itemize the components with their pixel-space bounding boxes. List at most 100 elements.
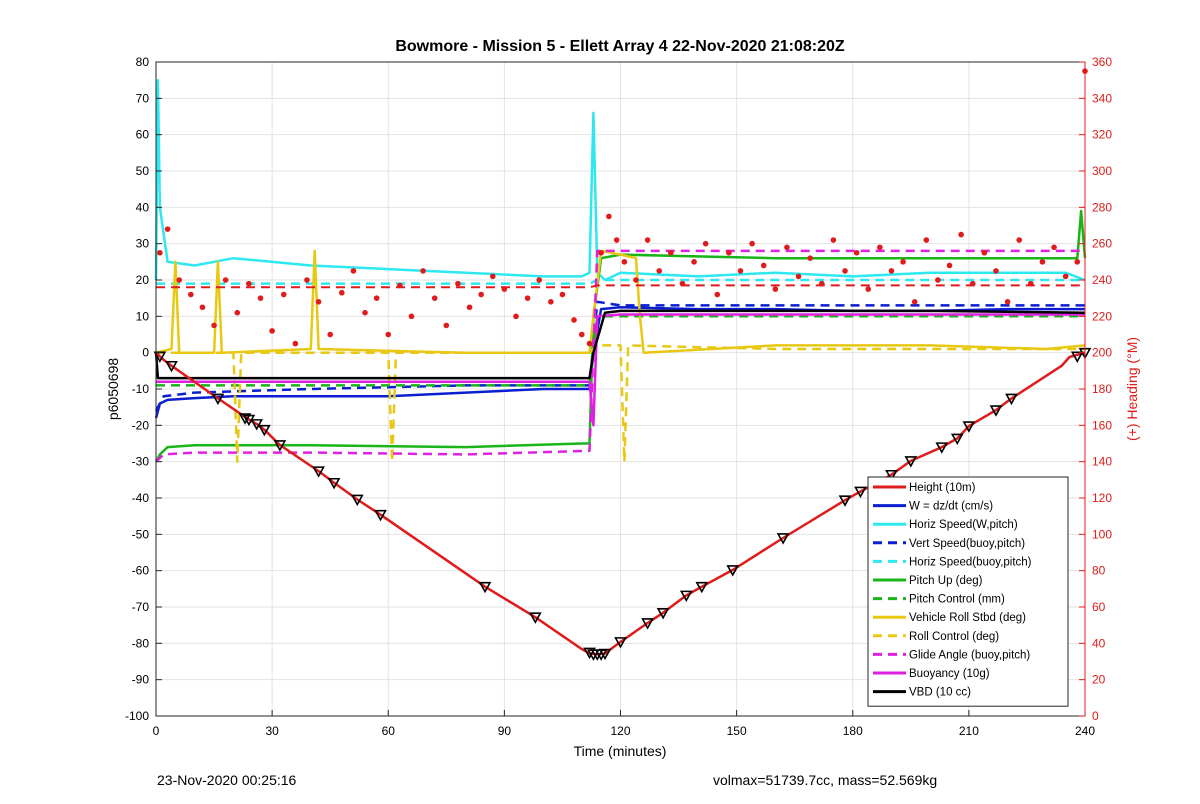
y2-tick-label: 340 — [1092, 91, 1112, 105]
dive-marker — [327, 477, 341, 490]
y2-tick-label: 0 — [1092, 709, 1099, 723]
dive-marker — [935, 442, 949, 454]
y2-tick-label: 20 — [1092, 673, 1106, 687]
heading-point — [559, 291, 566, 298]
heading-point — [513, 313, 519, 320]
y-tick-label: 20 — [136, 273, 150, 287]
chart-svg: 0 30 60 90 120 150 180 210 240 -100-90-80-70-60-… — [105, 38, 1140, 759]
heading-dashed-line — [156, 284, 1085, 289]
x-tick-label: 90 — [498, 724, 512, 738]
x-tick-label: 60 — [382, 724, 396, 738]
dive-marker — [238, 413, 252, 425]
heading-point — [246, 280, 252, 287]
legend-label: Vert Speed(buoy,pitch) — [909, 538, 1025, 550]
heading-point — [923, 237, 930, 243]
chart-title: Bowmore - Mission 5 - Ellett Array 4 22-… — [395, 38, 845, 55]
heading-point — [524, 295, 531, 301]
y-tick-label: 40 — [136, 200, 150, 214]
heading-point — [679, 280, 686, 287]
heading-point — [1051, 244, 1057, 251]
y-tick-label: 70 — [136, 91, 150, 105]
heading-point — [969, 280, 976, 287]
dive-marker — [854, 486, 867, 499]
y-tick-label: -90 — [132, 673, 150, 687]
heading-point — [234, 309, 241, 316]
heading-point — [315, 299, 322, 305]
legend-label: Pitch Control (mm) — [909, 594, 1005, 606]
heading-point — [339, 289, 345, 296]
y2-axis-ticks: 0 20 40 60 80 100 120 140 160 180 200 220 240 260 280 3… — [1079, 55, 1112, 723]
legend-label: Horiz Speed(buoy,pitch) — [909, 556, 1032, 568]
y2-tick-label: 160 — [1092, 418, 1112, 432]
dive-marker — [211, 393, 225, 406]
heading-point — [478, 291, 484, 298]
heading-point — [443, 322, 450, 329]
x-axis-label: Time (minutes) — [574, 743, 667, 759]
y2-tick-label: 120 — [1092, 491, 1112, 505]
y-tick-label: 80 — [136, 55, 150, 69]
y2-tick-label: 240 — [1092, 273, 1112, 287]
heading-point — [373, 295, 380, 301]
heading-point — [900, 259, 906, 265]
heading-point — [702, 240, 709, 247]
heading-point — [853, 249, 860, 256]
legend-label: VBD (10 cc) — [909, 687, 971, 699]
legend: Height (10m) W = dz/dt (cm/s) Horiz Speed(… — [867, 476, 1069, 707]
heading-point — [613, 237, 620, 243]
series-line-9 — [155, 249, 1085, 463]
y2-tick-label: 360 — [1092, 55, 1112, 69]
footer-timestamp: 23-Nov-2020 00:25:16 — [157, 772, 297, 788]
heading-point — [795, 273, 802, 280]
legend-box — [867, 476, 1069, 707]
series-line-4 — [156, 278, 1085, 285]
dive-marker — [598, 648, 612, 661]
heading-point — [633, 277, 639, 283]
legend-label: Height (10m) — [909, 482, 976, 494]
series-line-10 — [156, 313, 1085, 427]
dive-marker — [776, 533, 790, 545]
heading-point — [489, 273, 496, 280]
heading-point — [304, 277, 310, 283]
heading-point — [691, 259, 697, 265]
heading-point — [911, 299, 918, 305]
heading-point — [199, 304, 206, 311]
y2-axis-label: (+) Heading (°M) — [1124, 337, 1140, 441]
series-line-0 — [155, 351, 1086, 656]
y2-tick-label: 60 — [1092, 600, 1106, 614]
legend-label: W = dz/dt (cm/s) — [909, 501, 993, 513]
y2-tick-label: 300 — [1092, 164, 1112, 178]
heading-point — [1039, 259, 1046, 265]
dive-marker — [656, 608, 670, 620]
y2-tick-label: 220 — [1092, 309, 1112, 323]
heading-point — [431, 295, 438, 301]
y-tick-label: 30 — [136, 237, 150, 251]
y-tick-label: -70 — [132, 600, 150, 614]
dive-marker — [374, 509, 387, 522]
legend-label: Roll Control (deg) — [909, 631, 999, 643]
dive-marker — [583, 647, 596, 660]
heading-point — [958, 231, 964, 238]
heading-point — [586, 340, 593, 347]
heading-point — [598, 249, 604, 256]
dive-marker — [950, 433, 964, 446]
series-lines — [154, 78, 1087, 656]
y2-tick-label: 140 — [1092, 455, 1112, 469]
heading-point — [865, 286, 872, 292]
y-axis-label: p6050698 — [105, 358, 121, 421]
heading-point — [280, 291, 287, 298]
heading-point — [1062, 273, 1069, 280]
heading-point — [749, 240, 755, 247]
heading-point — [257, 295, 264, 301]
heading-point — [1004, 299, 1011, 305]
heading-point — [466, 304, 473, 311]
y-axis-ticks: -100-90-80-70-60-50-40-30-20-10010203040… — [125, 55, 162, 723]
heading-point — [842, 268, 848, 274]
dive-marker — [989, 405, 1003, 417]
y-tick-label: -100 — [125, 709, 149, 723]
heading-point — [830, 237, 837, 243]
y-tick-label: -20 — [132, 418, 150, 432]
dive-marker — [641, 618, 654, 630]
dive-marker — [838, 495, 852, 507]
heading-point — [578, 331, 585, 338]
heading-point — [188, 291, 194, 298]
